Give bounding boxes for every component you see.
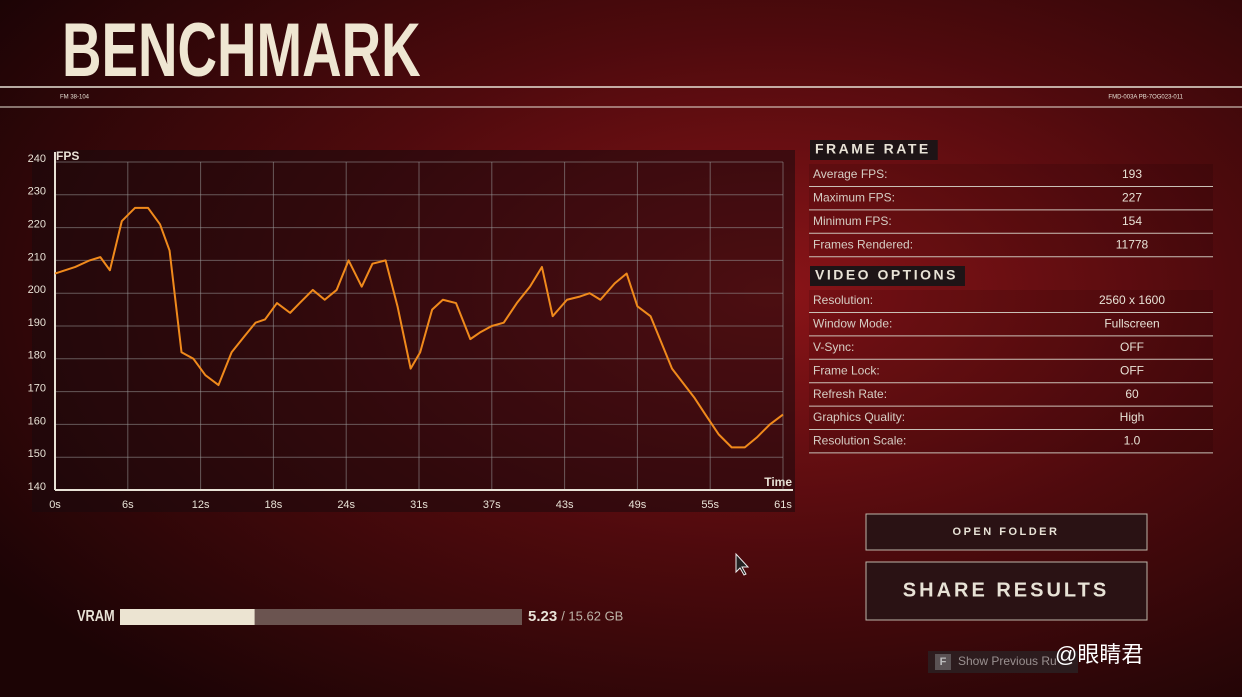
x-tick-label: 18s [265,499,283,511]
row-value: OFF [1120,363,1144,377]
x-tick-label: 61s [774,499,792,511]
section-badge [810,266,965,286]
row-band [809,383,1213,406]
row-value: Fullscreen [1104,317,1159,331]
hint-label[interactable]: Show Previous Ru [958,654,1057,668]
chart-panel [32,150,795,512]
x-tick-label: 37s [483,499,501,511]
vram-total: / 15.62 GB [561,608,623,623]
vram-used: 5.23 [528,608,557,625]
section-title: VIDEO OPTIONS [815,267,958,283]
row-label: Maximum FPS: [813,191,895,205]
section-badge [810,140,938,160]
y-tick-label: 150 [28,448,46,460]
key-cap [935,654,951,670]
row-band [809,336,1213,359]
row-band [809,407,1213,429]
hint-box[interactable] [928,651,1078,673]
section-title: FRAME RATE [815,141,931,157]
open-folder-button[interactable] [865,513,1148,551]
row-band [809,360,1213,383]
row-value: 154 [1122,214,1142,228]
x-tick-label: 12s [192,499,210,511]
y-tick-label: 170 [28,383,46,395]
chart: 140 150 160 170 180 190 200 210 220 230 240 0s 6s 12s… [28,152,793,511]
row-value: 193 [1122,167,1142,181]
row-band [809,164,1213,186]
x-tick-label: 43s [556,499,574,511]
row-value: 2560 x 1600 [1099,293,1165,307]
x-tick-label: 55s [701,499,719,511]
row-value: 60 [1125,387,1139,401]
row-band [809,187,1213,210]
y-tick-label: 240 [28,153,46,165]
row-band [809,234,1213,257]
x-tick-label: 31s [410,499,428,511]
share-results-button[interactable] [865,561,1148,621]
header-code: FM 38-104 [60,95,90,101]
vram-fill [120,609,255,625]
header-code: FMD-003A PB-7OG023-011 [1108,95,1183,101]
share-results-label[interactable]: SHARE RESULTS [903,579,1109,601]
vram-meter [120,609,255,625]
row-label: Frame Lock: [813,363,880,377]
y-tick-label: 160 [28,415,46,427]
key-label: F [940,656,947,668]
y-tick-label: 230 [28,186,46,198]
x-tick-label: 24s [337,499,355,511]
y-tick-label: 220 [28,219,46,231]
row-label: Window Mode: [813,317,892,331]
y-tick-label: 210 [28,251,46,263]
row-value: High [1120,410,1145,424]
cursor [735,552,750,576]
row-value: OFF [1120,340,1144,354]
page-title: BENCHMARK [62,8,421,93]
row-value: 227 [1122,191,1142,205]
row-band [809,430,1213,453]
row-label: Refresh Rate: [813,387,887,401]
row-label: Frames Rendered: [813,237,913,251]
y-tick-label: 200 [28,284,46,296]
y-tick-label: 190 [28,317,46,329]
row-band [809,290,1213,312]
x-tick-label: 49s [629,499,647,511]
open-folder-label[interactable]: OPEN FOLDER [953,526,1060,538]
row-value: 1.0 [1124,434,1141,448]
fps-line [54,206,784,449]
row-label: Minimum FPS: [813,214,892,228]
row-label: Resolution: [813,293,873,307]
y-tick-label: 180 [28,350,46,362]
y-axis-label: FPS [56,149,79,163]
row-band [809,210,1213,233]
x-axis-label: Time [764,475,792,489]
row-label: Average FPS: [813,167,887,181]
row-label: V-Sync: [813,340,854,354]
row-band [809,313,1213,336]
results-panel: FRAME RATE Average FPS: 193 Maximum FPS: 227… [809,140,1213,454]
vram-label: VRAM [77,608,115,626]
y-tick-label: 140 [28,481,46,493]
row-value: 11778 [1116,237,1149,251]
watermark: @眼睛君 [1055,642,1143,667]
row-label: Resolution Scale: [813,434,906,448]
row-label: Graphics Quality: [813,410,905,424]
x-tick-label: 0s [49,499,61,511]
x-tick-label: 6s [122,499,134,511]
